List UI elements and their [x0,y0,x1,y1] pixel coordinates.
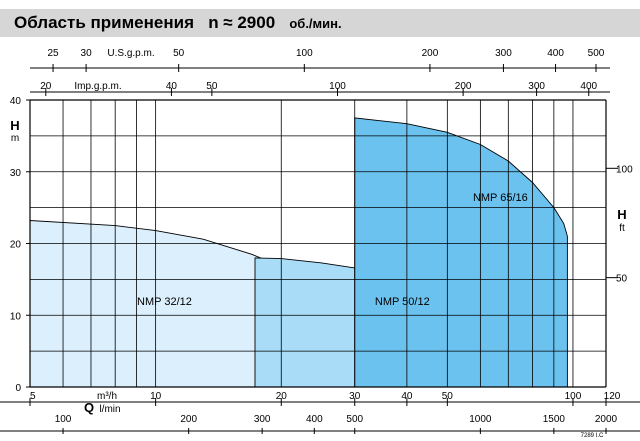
q-lmin-tick-label: 200 [180,414,197,425]
usgpm-tick-label: 50 [173,48,185,59]
q-m3h-tick-label: 120 [604,391,621,402]
usgpm-tick-label: 30 [81,48,93,59]
q-m3h-tick-label: 40 [401,391,413,402]
usgpm-tick-label: 500 [588,48,605,59]
h-ft-tick-label: 100 [616,164,633,175]
impgpm-tick-label: 40 [166,81,178,92]
title-main: Область применения [14,13,195,32]
grid [30,100,606,387]
q-lmin-tick-label: 1500 [543,414,566,425]
q-lmin-tick-label: 500 [346,414,363,425]
q-axis-label: Q [84,400,94,415]
q-m3h-tick-label: 10 [150,391,162,402]
usgpm-tick-label: 300 [495,48,512,59]
q-lmin-axis-unit: l/min [99,404,120,415]
q-lmin-tick-label: 300 [254,414,271,425]
h-m-tick-label: 0 [15,383,21,394]
h-ft-tick-label: 50 [616,274,628,285]
q-m3h-tick-label: 20 [276,391,288,402]
usgpm-tick-label: 400 [547,48,564,59]
usgpm-axis-label: U.S.g.p.m. [107,48,154,59]
plot-areas [29,117,568,388]
series-label-2: NMP 50/12 [375,296,430,308]
h-m-tick-label: 30 [10,168,22,179]
h-m-tick-label: 40 [10,96,22,107]
q-m3h-tick-label: 5 [30,391,36,402]
q-m3h-tick-label: 30 [349,391,361,402]
usgpm-tick-label: 25 [47,48,59,59]
plot-frame [0,67,640,432]
usgpm-tick-label: 200 [422,48,439,59]
q-lmin-tick-label: 2000 [595,414,618,425]
q-m3h-axis-unit: m³/h [97,391,117,402]
impgpm-tick-label: 400 [580,81,597,92]
h-ft-axis-label: H [617,207,626,222]
series-label-3: NMP 65/16 [473,192,528,204]
series-label-1: NMP 32/12 [137,296,192,308]
speed-label: n ≈ 2900 [208,13,276,32]
h-ft-axis-unit: ft [619,223,625,234]
chart-title: Область применения n ≈ 2900 об./мин. [14,13,342,33]
speed-unit: об./мин. [289,16,342,31]
h-m-tick-label: 20 [10,240,22,251]
title-bar [0,9,640,37]
h-m-axis-label: H [10,118,19,133]
series-area-3 [354,117,568,388]
q-m3h-tick-label: 50 [442,391,454,402]
q-lmin-tick-label: 1000 [469,414,492,425]
impgpm-tick-label: 200 [455,81,472,92]
impgpm-tick-label: 50 [206,81,218,92]
usgpm-tick-label: 100 [296,48,313,59]
q-m3h-tick-label: 100 [565,391,582,402]
impgpm-tick-label: 100 [329,81,346,92]
q-lmin-tick-label: 400 [306,414,323,425]
h-m-axis-unit: m [11,133,19,144]
impgpm-axis-label: Imp.g.p.m. [74,81,121,92]
figure-code: 7289 I.C [581,433,604,439]
q-lmin-tick-label: 100 [55,414,72,425]
h-m-tick-label: 10 [10,311,22,322]
impgpm-tick-label: 20 [40,81,52,92]
impgpm-tick-label: 300 [528,81,545,92]
